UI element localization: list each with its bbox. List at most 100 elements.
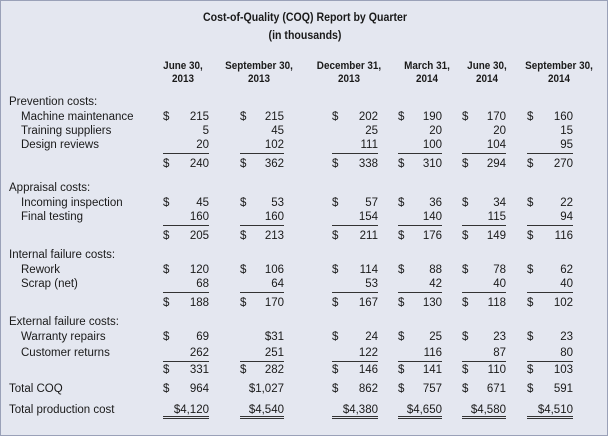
section-label: External failure costs:: [9, 316, 119, 328]
column-header-line2: 2013: [247, 73, 271, 85]
value-cell: $270: [527, 157, 573, 172]
value-cell: 154: [332, 210, 378, 226]
value-cell: $69: [163, 330, 209, 345]
cell-value: 140: [422, 211, 442, 223]
column-header-jun-2014: June 30, 2014: [458, 60, 516, 86]
currency-symbol: $: [163, 364, 170, 376]
cell-value: 154: [358, 211, 378, 223]
section-header-row: Appraisal costs:: [1, 181, 608, 196]
column-header-dec-2013: December 31, 2013: [308, 60, 391, 86]
table-row: Scrap (net) 68 64 53 42 40 40: [1, 277, 608, 293]
total-production-cost-row: Total production cost $4,120 $4,540 $4,380…: [1, 403, 608, 419]
value-cell: $25: [398, 330, 442, 345]
cell-value: 20: [429, 125, 442, 137]
cell-value: 160: [189, 211, 209, 223]
table-row: Training suppliers 5 45 25 20 20 15: [1, 124, 608, 139]
value-cell: $167: [332, 296, 378, 311]
table-row: Design reviews 20 102 111 100 104 95: [1, 138, 608, 154]
value-cell: $294: [462, 157, 506, 172]
cell-value: 64: [271, 278, 284, 290]
value-cell: $4,120: [163, 403, 209, 419]
currency-symbol: $: [163, 158, 170, 170]
column-header-line2: 2014: [547, 73, 571, 85]
currency-symbol: $: [527, 230, 534, 242]
value-cell: $591: [527, 382, 573, 397]
value-cell: $188: [163, 296, 209, 311]
report-title: Cost-of-Quality (COQ) Report by Quarter: [203, 12, 407, 24]
cell-value: 116: [423, 347, 442, 359]
cell-value: 45: [196, 197, 209, 209]
cell-value: 62: [560, 264, 573, 276]
cell-value: $31: [264, 331, 284, 343]
value-cell: 115: [462, 210, 506, 226]
cell-value: 80: [560, 347, 573, 359]
table-row: Rework $120 $106 $114 $88 $78 $62: [1, 263, 608, 278]
value-cell: $1,027: [240, 382, 284, 397]
value-cell: $205: [163, 229, 209, 244]
currency-symbol: $: [527, 197, 534, 209]
cell-value: 40: [493, 278, 506, 290]
cell-value: 24: [365, 331, 378, 343]
value-cell: $964: [163, 382, 209, 397]
value-cell: $103: [527, 363, 573, 378]
currency-symbol: $: [332, 297, 339, 309]
cell-value: $4,510: [537, 404, 573, 416]
value-cell: $106: [240, 263, 284, 278]
value-cell: $338: [332, 157, 378, 172]
cell-value: 53: [365, 278, 378, 290]
value-cell: $202: [332, 110, 378, 125]
value-cell: 45: [240, 124, 284, 139]
cell-value: 146: [358, 364, 378, 376]
row-label: Rework: [21, 264, 60, 276]
cell-value: 69: [196, 331, 209, 343]
table-row: Final testing 160 160 154 140 115 94: [1, 210, 608, 226]
currency-symbol: $: [527, 364, 534, 376]
cell-value: 188: [189, 297, 209, 309]
value-cell: $24: [332, 330, 378, 345]
cell-value: $4,380: [342, 404, 378, 416]
currency-symbol: $: [240, 297, 247, 309]
cell-value: 862: [358, 383, 378, 395]
row-label: Training suppliers: [21, 125, 112, 137]
value-cell: $149: [462, 229, 506, 244]
value-cell: 140: [398, 210, 442, 226]
value-cell: $671: [462, 382, 506, 397]
value-cell: 20: [398, 124, 442, 139]
row-label: Design reviews: [21, 139, 99, 151]
currency-symbol: $: [240, 197, 247, 209]
value-cell: $31: [240, 330, 284, 345]
cell-value: $4,540: [248, 404, 284, 416]
currency-symbol: $: [462, 364, 469, 376]
column-header-line2: 2014: [415, 73, 439, 85]
value-cell: 160: [240, 210, 284, 226]
value-cell: $170: [240, 296, 284, 311]
subtotal-row: $240 $362 $338 $310 $294 $270: [1, 157, 608, 172]
currency-symbol: $: [527, 297, 534, 309]
cell-value: $4,120: [173, 404, 209, 416]
cell-value: 215: [189, 111, 209, 123]
row-label: Total COQ: [9, 383, 63, 395]
cell-value: 116: [554, 230, 573, 242]
cell-value: 5: [202, 125, 209, 137]
cell-value: $4,650: [406, 404, 442, 416]
currency-symbol: $: [332, 230, 339, 242]
value-cell: $757: [398, 382, 442, 397]
value-cell: $23: [527, 330, 573, 345]
value-cell: 95: [527, 138, 573, 154]
value-cell: $62: [527, 263, 573, 278]
value-cell: $4,650: [398, 403, 442, 419]
value-cell: 20: [462, 124, 506, 139]
cell-value: 338: [358, 158, 378, 170]
cell-value: $1,027: [248, 383, 284, 395]
value-cell: 25: [332, 124, 378, 139]
cell-value: 120: [189, 264, 209, 276]
value-cell: 5: [163, 124, 209, 139]
currency-symbol: $: [332, 158, 339, 170]
value-cell: $116: [527, 229, 573, 244]
section-header-row: Prevention costs:: [1, 95, 608, 110]
row-label: Total production cost: [9, 404, 115, 416]
cell-value: 20: [196, 139, 209, 151]
cell-value: 15: [560, 125, 573, 137]
currency-symbol: $: [462, 111, 469, 123]
currency-symbol: $: [462, 383, 469, 395]
